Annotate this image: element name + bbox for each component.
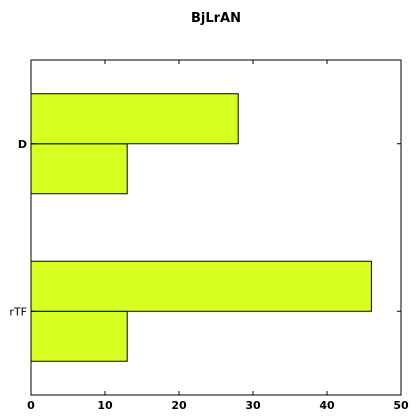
chart-title: BjLrAN [191, 11, 241, 26]
x-tick-label: 20 [171, 399, 187, 412]
ticks-layer: rTF D 0 10 20 30 40 50 [9, 60, 409, 412]
plot-frame [30, 59, 402, 396]
bars-layer [30, 93, 372, 362]
x-tick-label: 10 [97, 399, 113, 412]
y-tick-label-rtf: rTF [9, 305, 27, 318]
x-tick-label: 0 [27, 399, 35, 412]
bar-rtf-series-1 [30, 260, 372, 312]
y-tick-label-d: D [18, 138, 27, 151]
bar-d-series-1 [30, 93, 239, 145]
bar-rtf-series-0 [30, 310, 128, 362]
bar-d-series-0 [30, 143, 128, 195]
x-tick-label: 50 [393, 399, 409, 412]
x-tick-label: 30 [245, 399, 261, 412]
x-tick-label: 40 [319, 399, 335, 412]
